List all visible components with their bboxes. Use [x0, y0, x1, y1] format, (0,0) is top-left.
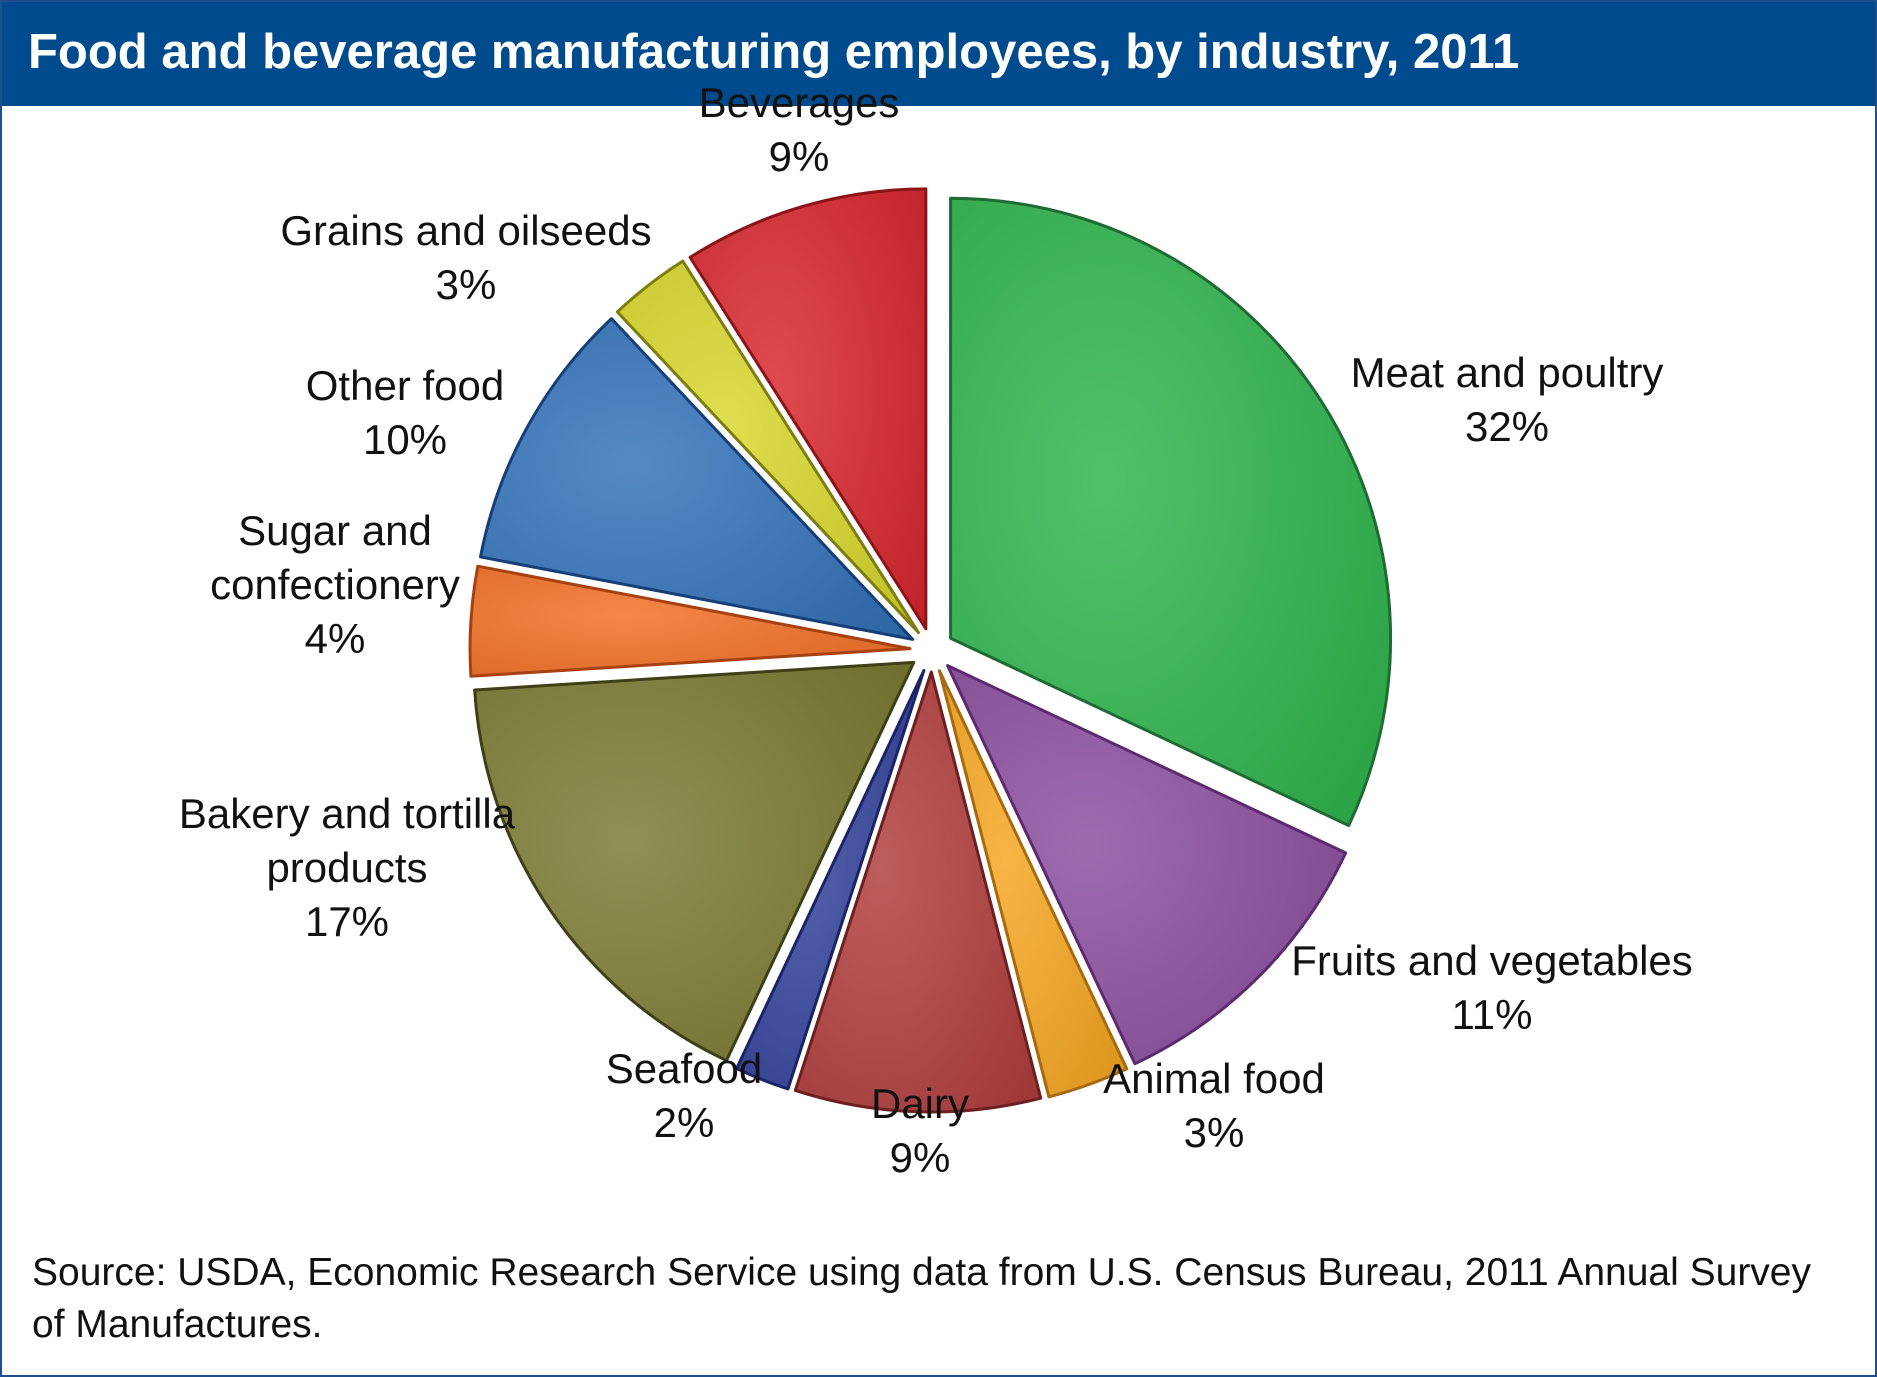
slices-layer — [468, 187, 1393, 1114]
slice-label-animal-food: Animal food 3% — [1103, 1055, 1325, 1156]
slice-label-bakery-and-tortilla-products: Bakery and tortilla products 17% — [179, 790, 516, 945]
slice-label-grains-and-oilseeds: Grains and oilseeds 3% — [280, 207, 651, 308]
pie-slice-sugar-and-confectionery — [468, 564, 912, 678]
pie-slice-fruits-and-vegetables — [946, 664, 1348, 1066]
slice-label-line: Sugar and — [238, 507, 432, 554]
slice-label-fruits-and-vegetables: Fruits and vegetables 11% — [1291, 937, 1693, 1038]
slice-label-line: 2% — [654, 1099, 715, 1146]
slice-label-line: confectionery — [210, 561, 460, 608]
pie-slice-animal-food — [937, 669, 1129, 1099]
slice-label-line: Fruits and vegetables — [1291, 937, 1693, 984]
slice-label-other-food: Other food 10% — [306, 362, 504, 463]
slice-label-line: 9% — [890, 1134, 951, 1181]
slice-label-line: 9% — [769, 133, 830, 180]
slice-label-line: 11% — [1452, 991, 1533, 1038]
pie-slice-bakery-and-tortilla-products — [473, 660, 916, 1062]
slice-label-line: 3% — [436, 261, 497, 308]
slice-label-dairy: Dairy 9% — [871, 1080, 969, 1181]
slice-label-line: Dairy — [871, 1080, 969, 1127]
slice-label-line: Other food — [306, 362, 504, 409]
slice-label-line: products — [266, 844, 427, 891]
title-bar: Food and beverage manufacturing employee… — [2, 2, 1875, 106]
pie-chart: Meat and poultry 32% Fruits and vegetables… — [179, 79, 1693, 1181]
slice-label-line: 32% — [1465, 403, 1549, 450]
slice-label-line: 3% — [1184, 1109, 1245, 1156]
pie-slice-meat-and-poultry — [949, 196, 1393, 828]
slice-label-line: 10% — [363, 416, 447, 463]
pie-slice-dairy — [793, 670, 1043, 1114]
pie-slice-beverages — [688, 187, 928, 631]
slice-label-meat-and-poultry: Meat and poultry 32% — [1351, 349, 1664, 450]
slice-label-line: Meat and poultry — [1351, 349, 1664, 396]
slice-label-line: Beverages — [699, 79, 900, 126]
slice-label-line: Grains and oilseeds — [280, 207, 651, 254]
slice-label-line: 17% — [305, 898, 389, 945]
slice-label-sugar-and-confectionery: Sugar and confectionery 4% — [210, 507, 460, 662]
slice-label-line: Seafood — [606, 1045, 762, 1092]
slice-label-line: 4% — [305, 615, 366, 662]
slice-label-beverages: Beverages 9% — [699, 79, 900, 180]
labels-layer: Meat and poultry 32% Fruits and vegetables… — [179, 79, 1693, 1181]
pie-slice-other-food — [479, 317, 915, 641]
pie-slice-seafood — [735, 668, 926, 1091]
source-note: Source: USDA, Economic Research Service … — [32, 1251, 1811, 1346]
slice-label-line: Animal food — [1103, 1055, 1325, 1102]
chart-title: Food and beverage manufacturing employee… — [28, 25, 1520, 79]
slice-label-line: Bakery and tortilla — [179, 790, 516, 837]
slice-label-seafood: Seafood 2% — [606, 1045, 762, 1146]
pie-slice-grains-and-oilseeds — [615, 259, 921, 635]
